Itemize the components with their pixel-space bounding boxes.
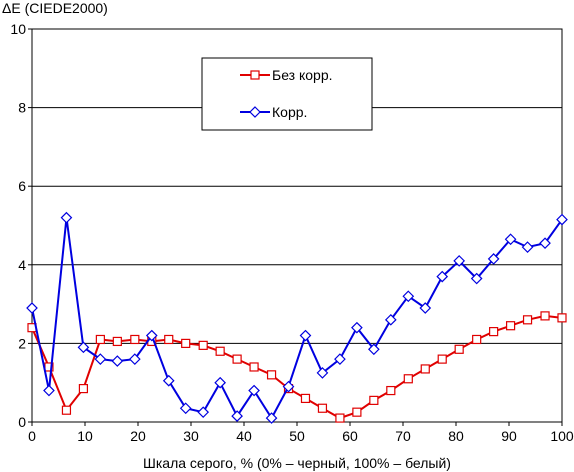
data-point [352,407,362,417]
data-point [402,290,415,303]
data-point [214,376,226,389]
data-point [470,272,483,285]
data-point [556,213,568,226]
data-point [231,410,243,422]
data-point [557,313,567,323]
data-point [419,302,432,314]
y-tick-label: 10 [10,21,26,37]
x-tick-label: 40 [236,428,252,444]
data-point [369,395,379,405]
data-point [130,334,140,345]
data-point [282,380,295,393]
data-point [472,334,482,345]
y-tick-label: 6 [18,178,26,194]
data-point [420,364,430,374]
y-tick-label: 0 [18,414,26,430]
data-point [61,405,72,415]
data-point [505,321,516,331]
y-axis-label: ΔE (CIEDE2000) [2,0,108,16]
grid-lines [32,107,562,344]
series-layer [26,211,568,424]
data-point [403,374,413,384]
data-point [43,384,55,397]
data-point [77,341,90,354]
x-tick-label: 100 [550,428,574,444]
data-point [487,253,500,265]
data-point [232,354,242,364]
series-2 [26,211,568,424]
data-point [181,338,191,348]
x-axis-label: Шкала серого, % (0% – черный, 100% – бел… [143,455,451,471]
x-tick-label: 90 [501,428,517,444]
data-point [436,270,449,283]
data-point [162,374,175,387]
legend-box [201,57,373,131]
data-point [215,346,225,356]
series-line [31,314,563,420]
data-point [299,329,312,342]
y-axis-ticks: 0 2 4 6 8 10 [10,21,32,430]
legend-item: Без корр. [240,67,333,83]
data-point [112,336,122,347]
data-point [145,329,158,342]
data-point [540,311,550,321]
y-tick-label: 8 [18,100,26,116]
data-point [316,367,329,379]
data-point [78,383,89,394]
data-point [489,327,499,337]
x-axis-ticks: 0 10 20 30 40 50 60 70 80 90 100 [28,422,574,444]
data-point [453,255,466,267]
data-point [95,334,105,345]
data-point [128,353,141,365]
data-point [539,237,551,250]
data-point [265,412,278,424]
data-point [197,406,210,419]
legend-marker [249,106,261,118]
data-point [164,334,174,345]
data-point [368,343,380,356]
legend: Без корр. Корр. [201,57,373,131]
data-point [454,344,464,354]
data-point [266,370,277,380]
x-tick-label: 30 [183,428,199,444]
data-point [522,315,533,325]
data-point [384,313,397,326]
data-point [179,402,192,415]
data-point [521,241,534,253]
data-point [386,385,396,396]
data-point [317,403,328,413]
data-point [94,353,107,365]
data-point [111,355,124,367]
x-tick-label: 0 [28,428,36,444]
legend-marker [250,70,260,80]
x-tick-label: 80 [448,428,464,444]
x-tick-label: 60 [342,428,358,444]
data-point [26,302,38,314]
data-point [198,340,208,350]
series-line [31,217,563,421]
x-tick-label: 10 [77,428,93,444]
data-point [351,321,363,334]
data-point [60,211,73,224]
data-point [335,413,345,423]
legend-label: Корр. [272,104,307,120]
data-point [334,353,346,365]
x-tick-label: 50 [289,428,305,444]
legend-item: Корр. [240,104,307,120]
x-tick-label: 70 [395,428,411,444]
data-point [504,233,517,246]
data-point [248,384,260,397]
x-tick-label: 20 [130,428,146,444]
data-point [300,393,311,404]
data-point [437,354,447,364]
data-point [249,362,259,372]
series-1 [27,311,567,423]
y-tick-label: 2 [18,335,26,351]
legend-label: Без корр. [272,67,333,83]
y-tick-label: 4 [18,257,26,273]
